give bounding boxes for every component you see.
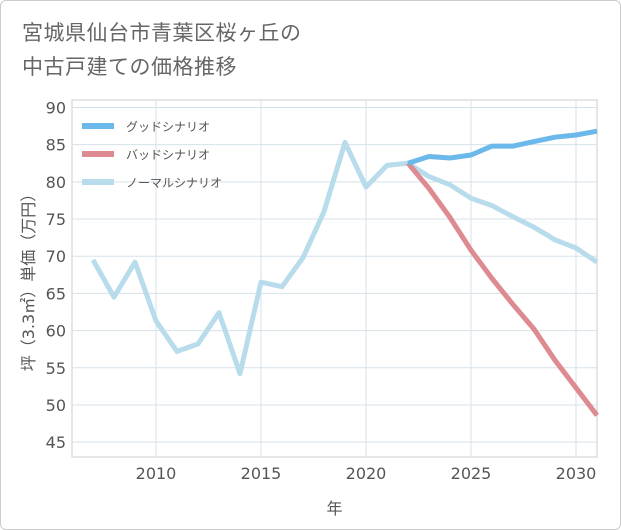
plot-area [71, 99, 598, 458]
title-line-2: 中古戸建ての価格推移 [22, 55, 237, 79]
x-tick-label: 2020 [346, 464, 387, 483]
y-tick-label: 70 [46, 247, 66, 266]
series-line-0 [407, 128, 598, 166]
y-tick-label: 80 [46, 173, 66, 192]
x-tick-label: 2010 [136, 464, 177, 483]
y-tick-label: 75 [46, 210, 66, 229]
x-tick-label: 2030 [556, 464, 597, 483]
y-tick-label: 65 [46, 284, 66, 303]
legend-label-1: バッドシナリオ [126, 148, 210, 162]
y-tick-label: 50 [46, 396, 66, 415]
y-tick-label: 90 [46, 98, 66, 117]
x-axis-label: 年 [326, 499, 342, 518]
series-line-2 [90, 139, 599, 377]
title-line-1: 宮城県仙台市青葉区桜ヶ丘の [22, 21, 302, 45]
series-line-1 [406, 161, 599, 417]
y-tick-label: 55 [46, 359, 66, 378]
y-axis-label: 坪（3.3㎡）単価（万円） [19, 186, 38, 371]
legend-label-0: グッドシナリオ [126, 120, 210, 134]
legend-label-2: ノーマルシナリオ [126, 176, 222, 190]
y-tick-label: 85 [46, 136, 66, 155]
y-tick-label: 60 [46, 322, 66, 341]
chart-title: 宮城県仙台市青葉区桜ヶ丘の 中古戸建ての価格推移 [22, 16, 302, 84]
x-tick-label: 2025 [451, 464, 492, 483]
y-tick-label: 45 [46, 433, 66, 452]
x-tick-label: 2015 [241, 464, 282, 483]
